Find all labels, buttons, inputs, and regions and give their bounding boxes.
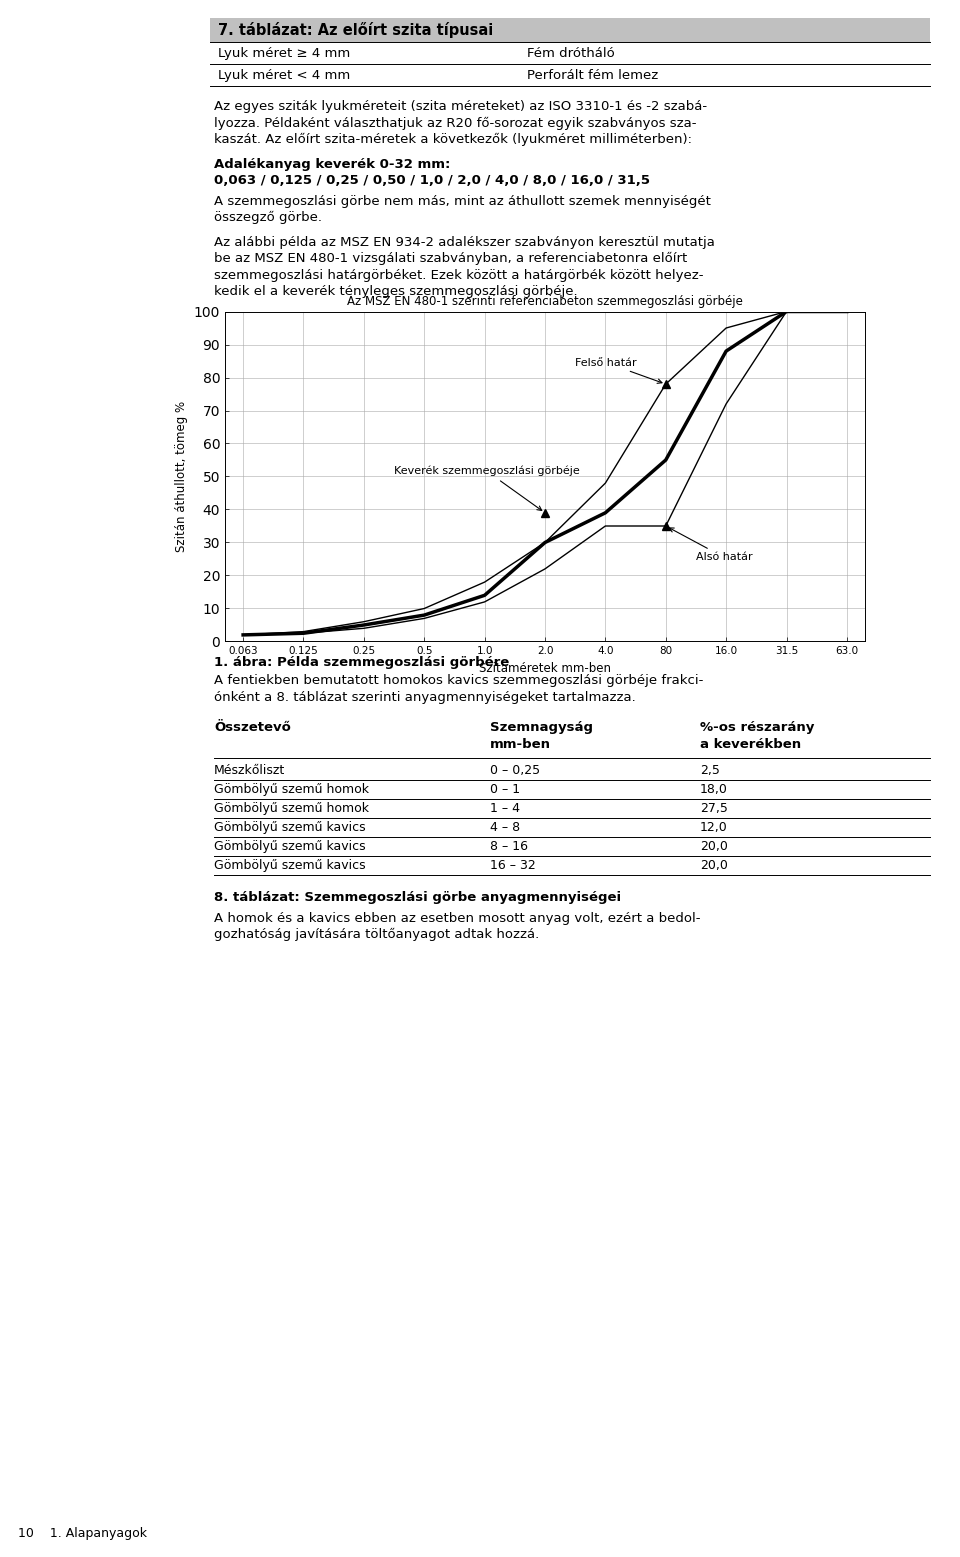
- Text: szemmegoszlási határgörbéket. Ezek között a határgörbék között helyez-: szemmegoszlási határgörbéket. Ezek közöt…: [214, 268, 704, 282]
- Title: Az MSZ EN 480-1 szerinti referenciabeton szemmegoszlási görbéje: Az MSZ EN 480-1 szerinti referenciabeton…: [348, 294, 743, 308]
- Text: ónként a 8. táblázat szerinti anyagmennyiségeket tartalmazza.: ónként a 8. táblázat szerinti anyagmenny…: [214, 690, 636, 704]
- Text: mm-ben: mm-ben: [490, 738, 551, 750]
- Text: 7. táblázat: Az előírt szita típusai: 7. táblázat: Az előírt szita típusai: [218, 22, 493, 37]
- Text: összegző görbe.: összegző görbe.: [214, 212, 322, 224]
- Text: Lyuk méret ≥ 4 mm: Lyuk méret ≥ 4 mm: [218, 47, 350, 59]
- Text: %-os részarány: %-os részarány: [700, 721, 814, 733]
- Text: Fém drótháló: Fém drótháló: [527, 47, 614, 59]
- Text: 1 – 4: 1 – 4: [490, 802, 520, 814]
- Text: Gömbölyű szemű kavics: Gömbölyű szemű kavics: [214, 821, 366, 835]
- Text: A szemmegoszlási görbe nem más, mint az áthullott szemek mennyiségét: A szemmegoszlási görbe nem más, mint az …: [214, 195, 710, 207]
- Text: 4 – 8: 4 – 8: [490, 821, 520, 835]
- Text: a keverékben: a keverékben: [700, 738, 802, 750]
- Text: 10    1. Alapanyagok: 10 1. Alapanyagok: [18, 1527, 147, 1540]
- Text: A fentiekben bemutatott homokos kavics szemmegoszlási görbéje frakci-: A fentiekben bemutatott homokos kavics s…: [214, 674, 704, 687]
- Text: Perforált fém lemez: Perforált fém lemez: [527, 69, 658, 81]
- Text: Lyuk méret < 4 mm: Lyuk méret < 4 mm: [218, 69, 350, 81]
- Text: Gömbölyű szemű kavics: Gömbölyű szemű kavics: [214, 839, 366, 853]
- Text: Az egyes sziták lyukméreteit (szita méreteket) az ISO 3310-1 és -2 szabá-: Az egyes sziták lyukméreteit (szita mére…: [214, 100, 708, 114]
- Text: Keverék szemmegoszlási görbéje: Keverék szemmegoszlási görbéje: [394, 466, 580, 511]
- Text: Gömbölyű szemű homok: Gömbölyű szemű homok: [214, 783, 369, 796]
- Text: 1. ábra: Példa szemmegoszlási görbére: 1. ábra: Példa szemmegoszlási görbére: [214, 655, 509, 668]
- Text: lyozza. Példaként választhatjuk az R20 fő-sorozat egyik szabványos sza-: lyozza. Példaként választhatjuk az R20 f…: [214, 117, 697, 129]
- Text: Gömbölyű szemű kavics: Gömbölyű szemű kavics: [214, 859, 366, 872]
- Text: gozhatóság javítására töltőanyagot adtak hozzá.: gozhatóság javítására töltőanyagot adtak…: [214, 928, 540, 940]
- Text: Felső határ: Felső határ: [575, 358, 662, 383]
- Text: Összetevő: Összetevő: [214, 721, 291, 733]
- Y-axis label: Szitán áthullott, tömeg %: Szitán áthullott, tömeg %: [176, 402, 188, 553]
- Text: 0 – 1: 0 – 1: [490, 783, 520, 796]
- Text: 12,0: 12,0: [700, 821, 728, 835]
- Text: 20,0: 20,0: [700, 859, 728, 872]
- Text: 8. táblázat: Szemmegoszlási görbe anyagmennyiségei: 8. táblázat: Szemmegoszlási görbe anyagm…: [214, 891, 621, 905]
- Text: 8 – 16: 8 – 16: [490, 839, 528, 853]
- Text: A homok és a kavics ebben az esetben mosott anyag volt, ezért a bedol-: A homok és a kavics ebben az esetben mos…: [214, 911, 701, 925]
- Text: 0,063 / 0,125 / 0,25 / 0,50 / 1,0 / 2,0 / 4,0 / 8,0 / 16,0 / 31,5: 0,063 / 0,125 / 0,25 / 0,50 / 1,0 / 2,0 …: [214, 174, 650, 187]
- Text: Mészkőliszt: Mészkőliszt: [214, 764, 285, 777]
- Text: be az MSZ EN 480-1 vizsgálati szabványban, a referenciabetonra előírt: be az MSZ EN 480-1 vizsgálati szabványba…: [214, 252, 687, 265]
- Text: Szemnagyság: Szemnagyság: [490, 721, 593, 733]
- Text: Az alábbi példa az MSZ EN 934-2 adalékszer szabványon keresztül mutatja: Az alábbi példa az MSZ EN 934-2 adaléksz…: [214, 235, 715, 249]
- Text: kaszát. Az előírt szita-méretek a következők (lyukméret milliméterben):: kaszát. Az előírt szita-méretek a követk…: [214, 132, 692, 146]
- Text: 0 – 0,25: 0 – 0,25: [490, 764, 540, 777]
- X-axis label: Szitaméretek mm-ben: Szitaméretek mm-ben: [479, 662, 611, 674]
- Text: 27,5: 27,5: [700, 802, 728, 814]
- Text: 16 – 32: 16 – 32: [490, 859, 536, 872]
- Text: kedik el a keverék tényleges szemmegoszlási görbéje.: kedik el a keverék tényleges szemmegoszl…: [214, 285, 578, 297]
- Text: 2,5: 2,5: [700, 764, 720, 777]
- Text: 20,0: 20,0: [700, 839, 728, 853]
- Text: Alsó határ: Alsó határ: [669, 528, 753, 562]
- Text: Adalékanyag keverék 0-32 mm:: Adalékanyag keverék 0-32 mm:: [214, 157, 450, 171]
- Bar: [210, 19, 930, 42]
- Text: Gömbölyű szemű homok: Gömbölyű szemű homok: [214, 802, 369, 814]
- Text: 18,0: 18,0: [700, 783, 728, 796]
